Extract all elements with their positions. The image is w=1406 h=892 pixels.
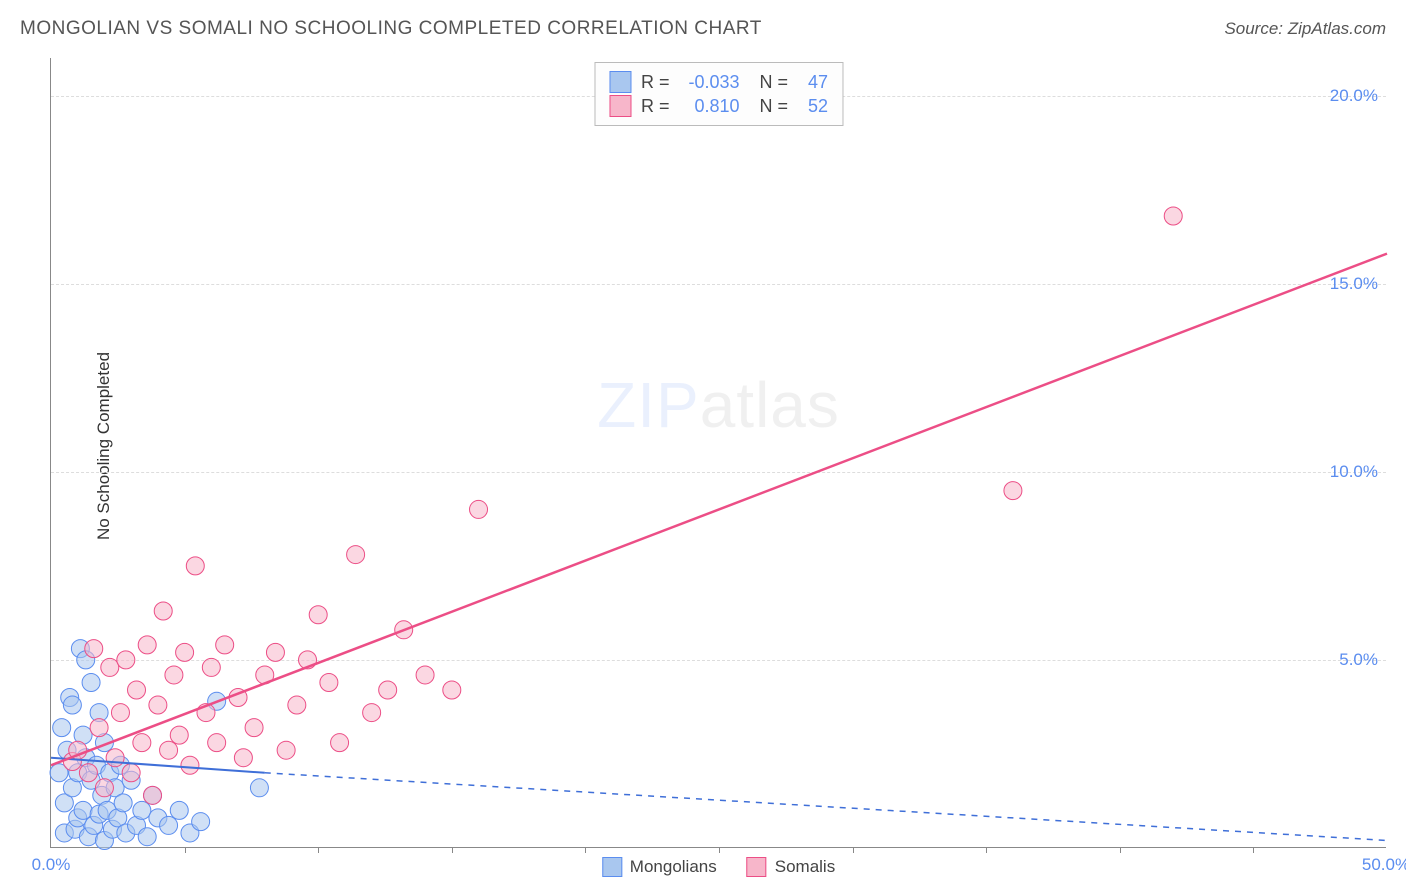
legend-swatch xyxy=(747,857,767,877)
x-tick-mark xyxy=(1120,847,1121,853)
x-tick-mark xyxy=(1253,847,1254,853)
trend-lines xyxy=(51,58,1386,847)
x-tick-mark xyxy=(853,847,854,853)
x-tick-mark xyxy=(185,847,186,853)
r-label: R = xyxy=(641,96,670,117)
x-tick-mark xyxy=(585,847,586,853)
trend-mongolians xyxy=(51,758,265,773)
legend-label: Mongolians xyxy=(630,857,717,877)
swatch-somalis xyxy=(609,95,631,117)
legend-item: Mongolians xyxy=(602,857,717,877)
plot-area: ZIPatlas 5.0%10.0%15.0%20.0% R =-0.033N … xyxy=(50,58,1386,848)
x-tick-mark xyxy=(719,847,720,853)
stats-legend: R = -0.033 N = 47 R = 0.810 N = 52 xyxy=(594,62,843,126)
n-label: N = xyxy=(760,72,789,93)
series-legend: Mongolians Somalis xyxy=(602,857,835,877)
legend-item: Somalis xyxy=(747,857,835,877)
r-value: -0.033 xyxy=(680,72,740,93)
n-value: 52 xyxy=(798,96,828,117)
x-tick-mark xyxy=(452,847,453,853)
x-end-label: 50.0% xyxy=(1362,855,1406,875)
trend-somalis xyxy=(51,254,1387,766)
r-label: R = xyxy=(641,72,670,93)
r-value: 0.810 xyxy=(680,96,740,117)
chart-title: MONGOLIAN VS SOMALI NO SCHOOLING COMPLET… xyxy=(20,18,762,40)
trend-dash-mongolians xyxy=(265,773,1387,841)
stats-row-mongolians: R = -0.033 N = 47 xyxy=(609,71,828,93)
x-tick-mark xyxy=(986,847,987,853)
legend-swatch xyxy=(602,857,622,877)
swatch-mongolians xyxy=(609,71,631,93)
stats-row-somalis: R = 0.810 N = 52 xyxy=(609,95,828,117)
n-label: N = xyxy=(760,96,789,117)
x-tick-mark xyxy=(318,847,319,853)
source-label: Source: ZipAtlas.com xyxy=(1224,19,1386,39)
x-origin-label: 0.0% xyxy=(32,855,71,875)
n-value: 47 xyxy=(798,72,828,93)
legend-label: Somalis xyxy=(775,857,835,877)
